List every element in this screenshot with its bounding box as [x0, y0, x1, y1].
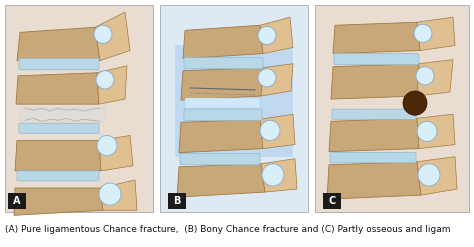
- Bar: [8, 193, 26, 209]
- Polygon shape: [179, 119, 263, 153]
- Circle shape: [94, 25, 112, 43]
- Polygon shape: [333, 22, 420, 54]
- Polygon shape: [417, 114, 455, 149]
- Circle shape: [260, 120, 280, 141]
- Bar: [315, 5, 469, 212]
- Polygon shape: [261, 64, 293, 96]
- Polygon shape: [327, 162, 421, 199]
- FancyBboxPatch shape: [334, 54, 419, 65]
- Text: (A) Pure ligamentous Chance fracture,  (B) Bony Chance fracture and (C) Partly o: (A) Pure ligamentous Chance fracture, (B…: [5, 225, 450, 234]
- Polygon shape: [181, 68, 263, 100]
- Polygon shape: [177, 164, 265, 197]
- Polygon shape: [329, 118, 419, 152]
- Bar: [5, 5, 153, 212]
- Polygon shape: [261, 159, 297, 192]
- Polygon shape: [15, 141, 101, 171]
- FancyBboxPatch shape: [332, 109, 416, 119]
- Polygon shape: [14, 188, 103, 215]
- Polygon shape: [100, 180, 137, 210]
- FancyBboxPatch shape: [19, 123, 99, 133]
- Polygon shape: [17, 27, 100, 61]
- Bar: [185, 98, 260, 108]
- Circle shape: [403, 91, 427, 115]
- Circle shape: [258, 69, 276, 87]
- Bar: [175, 45, 293, 157]
- Bar: [168, 193, 186, 209]
- Circle shape: [417, 121, 437, 142]
- Polygon shape: [99, 135, 133, 171]
- FancyBboxPatch shape: [180, 154, 260, 165]
- Circle shape: [96, 71, 114, 89]
- Bar: [20, 108, 105, 122]
- Polygon shape: [417, 17, 455, 51]
- FancyBboxPatch shape: [184, 109, 262, 120]
- Circle shape: [416, 67, 434, 85]
- Polygon shape: [417, 60, 453, 96]
- Polygon shape: [260, 114, 295, 149]
- Bar: [323, 193, 341, 209]
- FancyBboxPatch shape: [17, 171, 99, 181]
- Polygon shape: [331, 64, 419, 99]
- Circle shape: [99, 183, 121, 205]
- Polygon shape: [16, 73, 99, 104]
- Circle shape: [418, 164, 440, 186]
- Polygon shape: [95, 12, 130, 61]
- Polygon shape: [260, 17, 293, 54]
- Text: B: B: [173, 196, 181, 206]
- FancyBboxPatch shape: [330, 153, 416, 163]
- Bar: [160, 5, 308, 212]
- Polygon shape: [97, 66, 127, 104]
- Circle shape: [414, 24, 432, 42]
- FancyBboxPatch shape: [19, 59, 99, 70]
- Text: A: A: [13, 196, 21, 206]
- Circle shape: [262, 164, 284, 186]
- Polygon shape: [183, 25, 263, 59]
- Text: C: C: [328, 196, 336, 206]
- Polygon shape: [417, 157, 457, 195]
- FancyBboxPatch shape: [184, 58, 263, 69]
- Circle shape: [258, 26, 276, 44]
- Circle shape: [97, 135, 117, 156]
